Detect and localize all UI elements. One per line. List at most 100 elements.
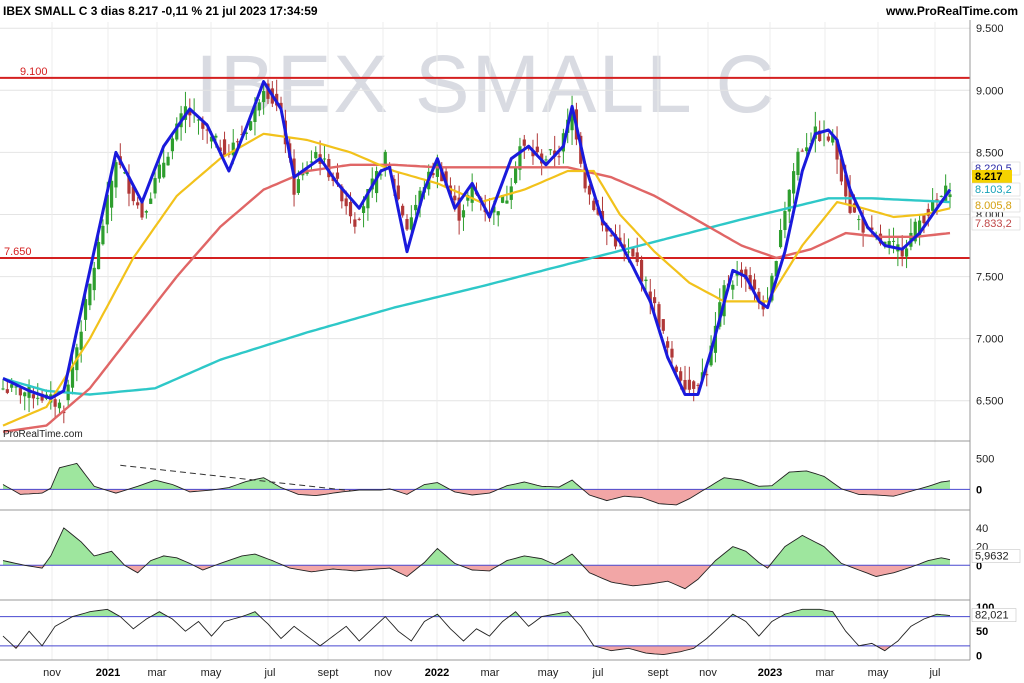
candle-body <box>683 379 687 390</box>
price-tick-label: 7.000 <box>976 334 1004 346</box>
price-tick-label: 9.500 <box>976 23 1004 35</box>
candle-body <box>244 132 248 134</box>
candle-body <box>357 218 361 220</box>
time-tick-label: jul <box>591 667 603 679</box>
candle-body <box>374 171 379 194</box>
candle-body <box>639 259 644 282</box>
candle-body <box>457 197 461 221</box>
candle-body <box>79 331 83 350</box>
candle-body <box>778 229 783 248</box>
trendline <box>120 464 351 492</box>
candle-body <box>939 195 943 197</box>
osc2-value-tag: 5,9632 <box>975 551 1009 563</box>
candle-body <box>348 202 353 217</box>
candle-body <box>848 189 852 213</box>
price-tick-label: 7.500 <box>976 272 1004 284</box>
candle-body <box>114 162 118 188</box>
time-tick-label: 2021 <box>96 667 120 679</box>
candle-body <box>800 150 804 152</box>
candle-body <box>88 283 92 306</box>
candle-body <box>361 206 366 214</box>
candle-body <box>166 156 170 166</box>
candle-body <box>935 199 939 201</box>
candle-body <box>453 195 457 201</box>
candle-body <box>140 200 144 218</box>
negative-area <box>3 489 950 505</box>
osc3-tick-label: 50 <box>976 626 988 638</box>
candle-body <box>209 136 214 142</box>
candle-body <box>496 211 500 216</box>
candle-body <box>752 279 757 290</box>
time-tick-label: nov <box>43 667 61 679</box>
candle-body <box>131 186 135 202</box>
overbought-area <box>3 609 950 617</box>
time-tick-label: jul <box>263 667 275 679</box>
candle-body <box>805 147 809 152</box>
time-tick-label: mar <box>481 667 500 679</box>
candle-body <box>744 269 748 280</box>
candle-body <box>401 205 405 216</box>
candle-body <box>887 241 891 246</box>
value-tag: 8.005,8 <box>975 200 1012 212</box>
candle-body <box>592 200 596 210</box>
time-tick-label: sept <box>648 667 669 679</box>
candle-body <box>70 366 75 388</box>
candle-body <box>249 121 253 131</box>
series-ma_cyan <box>2 197 951 396</box>
candle-body <box>470 185 474 203</box>
candle-body <box>96 241 101 270</box>
candle-body <box>409 217 413 230</box>
candle-body <box>262 91 266 103</box>
candle-body <box>913 221 917 242</box>
candle-body <box>831 134 835 143</box>
positive-area <box>3 527 950 566</box>
candle-body <box>396 185 400 200</box>
candle-body <box>548 149 552 151</box>
level-label: 9.100 <box>20 66 48 78</box>
candle-body <box>18 388 22 396</box>
candle-body <box>878 233 883 244</box>
candle-body <box>783 210 787 231</box>
candle-body <box>531 151 535 157</box>
osc-tick-label: 0 <box>976 560 982 572</box>
credit-label: ProRealTime.com <box>3 429 83 440</box>
candle-body <box>405 219 409 230</box>
candle-body <box>353 219 357 227</box>
candle-body <box>500 195 505 203</box>
oscillator-1 <box>0 462 970 506</box>
oscillator-line <box>2 527 951 590</box>
candle-body <box>53 399 57 407</box>
candle-body <box>418 190 422 206</box>
candle-body <box>175 123 179 140</box>
candle-body <box>670 348 674 358</box>
candle-body <box>279 102 283 109</box>
time-tick-label: sept <box>318 667 339 679</box>
candle-body <box>613 234 618 247</box>
candle-body <box>513 168 518 183</box>
candle-body <box>322 158 327 160</box>
candle-body <box>5 389 9 393</box>
candle-body <box>170 138 175 152</box>
site-label[interactable]: www.ProRealTime.com <box>885 4 1018 18</box>
candle-body <box>583 163 587 189</box>
candle-body <box>257 102 261 111</box>
candle-body <box>522 139 526 146</box>
candle-body <box>253 105 257 122</box>
osc-tick-label: 0 <box>976 484 982 496</box>
candle-body <box>231 142 235 156</box>
candle-body <box>40 393 44 401</box>
candle-body <box>922 214 926 224</box>
time-tick-label: may <box>868 667 889 679</box>
osc3-tick-label: 0 <box>976 651 982 663</box>
candle-body <box>205 129 209 131</box>
candle-body <box>917 220 922 236</box>
candle-body <box>505 200 509 204</box>
chart-title: IBEX SMALL C 3 dias 8.217 -0,11 % 21 jul… <box>3 4 318 18</box>
candle-body <box>792 171 796 194</box>
candle-body <box>136 202 140 206</box>
candle-body <box>461 210 466 218</box>
series-blue_smooth <box>2 80 952 400</box>
candle-body <box>340 186 344 202</box>
candle-body <box>57 402 62 409</box>
